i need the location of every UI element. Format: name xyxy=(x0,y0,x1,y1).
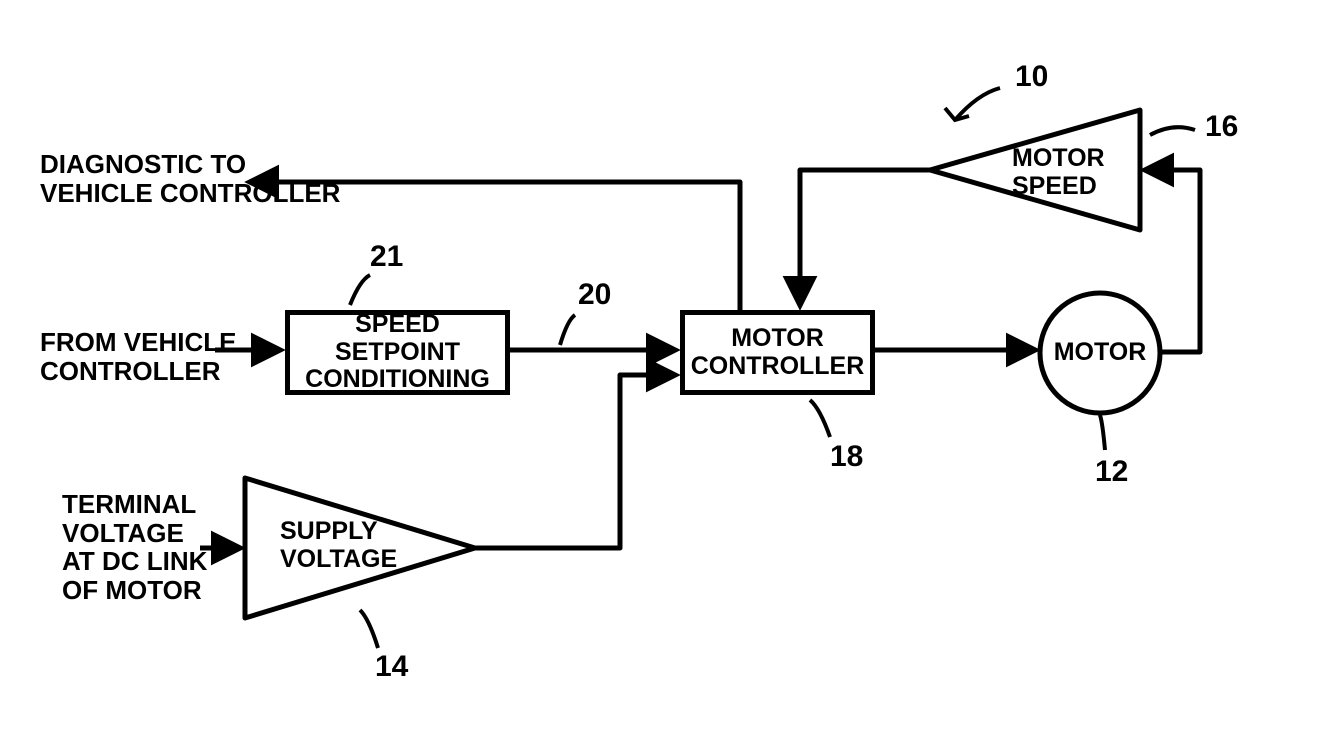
ref-18: 18 xyxy=(830,440,863,474)
label-diagnostic: DIAGNOSTIC TO VEHICLE CONTROLLER xyxy=(40,150,340,207)
ref-21: 21 xyxy=(370,240,403,274)
ref-16: 16 xyxy=(1205,110,1238,144)
ref-14: 14 xyxy=(375,650,408,684)
block-speed-setpoint: SPEED SETPOINT CONDITIONING xyxy=(285,310,510,395)
block-motor-label: MOTOR xyxy=(1040,339,1160,367)
block-motor-controller: MOTOR CONTROLLER xyxy=(680,310,875,395)
ref-12: 12 xyxy=(1095,455,1128,489)
block-diagram: DIAGNOSTIC TO VEHICLE CONTROLLER FROM VE… xyxy=(0,0,1326,755)
amp-motor-speed-label: MOTOR SPEED xyxy=(1012,145,1105,200)
ref-20: 20 xyxy=(578,278,611,312)
amp-supply-voltage-label: SUPPLY VOLTAGE xyxy=(280,518,397,573)
ref-10: 10 xyxy=(1015,60,1048,94)
label-from-vehicle: FROM VEHICLE CONTROLLER xyxy=(40,328,236,385)
label-terminal-voltage: TERMINAL VOLTAGE AT DC LINK OF MOTOR xyxy=(62,490,207,604)
